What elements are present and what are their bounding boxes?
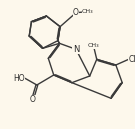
Text: CH₃: CH₃ bbox=[82, 9, 94, 14]
Text: O: O bbox=[73, 8, 79, 17]
Text: N: N bbox=[73, 45, 79, 54]
Text: Cl: Cl bbox=[129, 55, 135, 64]
Text: CH₃: CH₃ bbox=[88, 43, 99, 49]
Text: O: O bbox=[29, 95, 35, 104]
Text: HO: HO bbox=[14, 74, 25, 83]
